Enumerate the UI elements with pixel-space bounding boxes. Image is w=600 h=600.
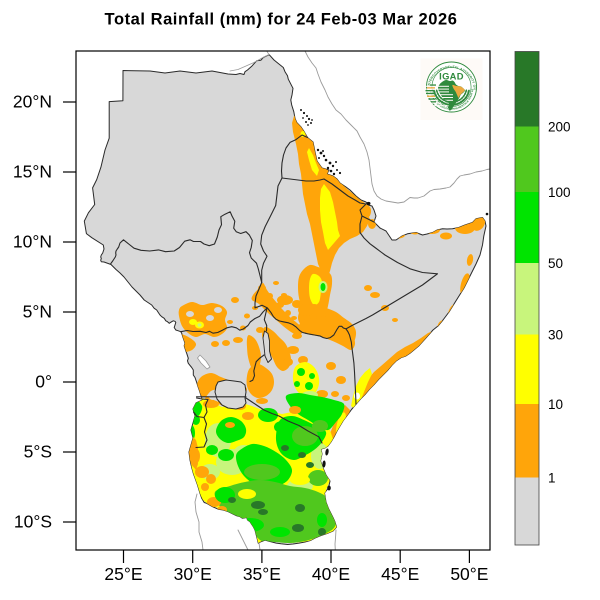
svg-text:45°E: 45°E <box>381 564 419 584</box>
svg-text:1: 1 <box>548 470 556 485</box>
svg-text:200: 200 <box>548 119 571 134</box>
svg-text:IGAD: IGAD <box>439 71 464 82</box>
svg-text:30: 30 <box>548 327 563 342</box>
svg-text:5°S: 5°S <box>24 442 52 462</box>
svg-text:50°E: 50°E <box>450 564 488 584</box>
svg-text:15°N: 15°N <box>13 162 52 182</box>
svg-text:20°N: 20°N <box>13 92 52 112</box>
svg-text:25°E: 25°E <box>104 564 142 584</box>
svg-text:Total Rainfall (mm) for 24 Feb: Total Rainfall (mm) for 24 Feb-03 Mar 20… <box>105 11 458 29</box>
svg-text:30°E: 30°E <box>174 564 212 584</box>
svg-text:35°E: 35°E <box>243 564 281 584</box>
svg-text:0°: 0° <box>35 372 52 392</box>
svg-text:10°S: 10°S <box>14 512 52 532</box>
svg-text:10: 10 <box>548 397 563 412</box>
svg-text:5°N: 5°N <box>23 302 52 322</box>
svg-text:40°E: 40°E <box>312 564 350 584</box>
svg-text:10°N: 10°N <box>13 232 52 252</box>
svg-text:50: 50 <box>548 256 563 271</box>
svg-text:100: 100 <box>548 185 571 200</box>
